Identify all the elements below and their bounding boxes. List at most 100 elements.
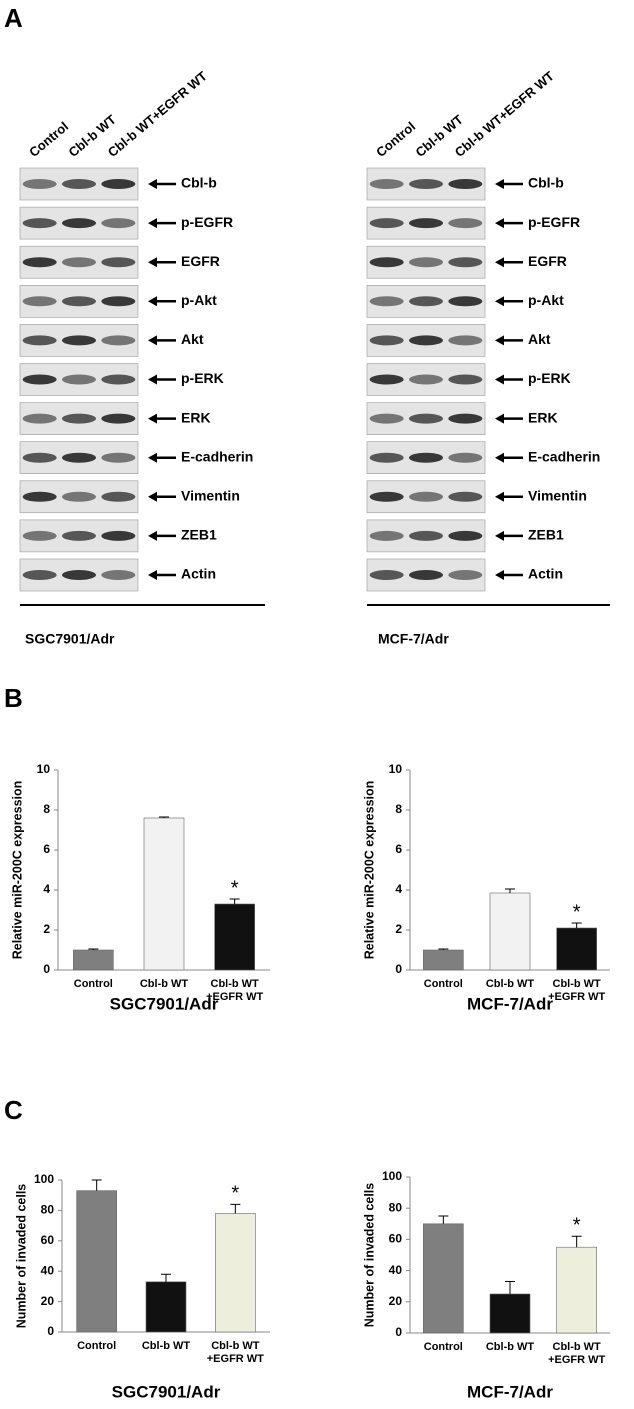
protein-label: ERK xyxy=(528,409,558,425)
y-tick-label: 0 xyxy=(47,1324,54,1338)
blot-band xyxy=(409,452,443,463)
blot-band xyxy=(22,491,57,502)
panel-label: C xyxy=(4,1095,23,1125)
y-tick-label: 20 xyxy=(41,1294,55,1308)
protein-label: p-Akt xyxy=(181,292,217,308)
blot-band xyxy=(62,374,96,385)
bar xyxy=(143,817,185,971)
protein-label: p-ERK xyxy=(528,370,571,386)
y-tick-label: 4 xyxy=(43,882,50,896)
bar xyxy=(423,949,464,971)
y-tick-label: 8 xyxy=(43,802,50,816)
arrow-head xyxy=(148,530,157,541)
significance-mark: * xyxy=(573,901,581,923)
bar xyxy=(556,1246,597,1334)
error-bar xyxy=(230,1203,241,1214)
blot-band xyxy=(448,296,483,307)
protein-label: E-cadherin xyxy=(528,448,600,464)
arrow-head xyxy=(148,570,157,580)
protein-label: ZEB1 xyxy=(181,527,217,543)
blot-band xyxy=(62,570,96,580)
protein-label: p-EGFR xyxy=(181,214,233,230)
blot-band xyxy=(409,179,443,189)
y-tick-label: 2 xyxy=(43,922,50,936)
error-bar xyxy=(438,1215,449,1224)
bar xyxy=(489,1293,531,1334)
bar xyxy=(556,927,597,971)
blot-band xyxy=(22,530,57,541)
blot-band xyxy=(22,570,57,580)
y-tick-label: 6 xyxy=(43,842,50,856)
blot-band xyxy=(101,570,136,580)
error-bar xyxy=(505,888,515,893)
blot-band xyxy=(369,530,404,541)
blot-band xyxy=(62,296,96,307)
blot-band xyxy=(369,570,404,580)
arrow-head xyxy=(148,374,157,385)
error-bar xyxy=(88,948,99,950)
y-tick-label: 20 xyxy=(389,1294,403,1308)
chart-title: SGC7901/Adr xyxy=(110,994,219,1013)
blot-band xyxy=(369,296,404,307)
x-tick-label: Control xyxy=(423,978,463,990)
blot-band xyxy=(101,452,136,463)
x-tick-label: Cbl-b WT xyxy=(485,1341,535,1353)
bar xyxy=(215,1213,256,1333)
lane-label: Cbl-b WT+EGFR WT xyxy=(452,68,557,160)
y-tick-label: 4 xyxy=(395,882,402,896)
y-tick-label: 8 xyxy=(395,802,402,816)
y-tick-label: 80 xyxy=(41,1203,55,1217)
blot-band xyxy=(409,570,443,580)
arrow-head xyxy=(148,179,157,189)
blot-band xyxy=(22,335,57,346)
blot-band xyxy=(62,413,96,424)
x-tick-label: Cbl-b WT +EGFR WT xyxy=(206,978,264,1003)
arrow-head xyxy=(495,413,504,424)
blot-band xyxy=(369,452,404,463)
blot-band xyxy=(101,374,136,385)
blot-band xyxy=(101,491,136,502)
blot-band xyxy=(409,413,443,424)
y-tick-label: 0 xyxy=(395,1325,402,1339)
blot-band xyxy=(409,491,443,502)
blot-band xyxy=(62,491,96,502)
blot-band xyxy=(369,413,404,424)
y-tick-label: 40 xyxy=(41,1263,55,1277)
y-tick-label: 80 xyxy=(389,1200,403,1214)
protein-label: ERK xyxy=(181,409,211,425)
protein-label: EGFR xyxy=(181,253,220,269)
arrow-head xyxy=(495,218,504,229)
protein-label: p-ERK xyxy=(181,370,224,386)
bar xyxy=(73,949,114,971)
chart-title: SGC7901/Adr xyxy=(112,1382,221,1401)
blot-band xyxy=(22,374,57,385)
chart-title: MCF-7/Adr xyxy=(467,1382,553,1401)
significance-mark: * xyxy=(231,1183,239,1205)
bar xyxy=(214,903,255,971)
blot-band xyxy=(369,218,404,229)
error-bar xyxy=(159,816,169,818)
blot-band xyxy=(101,218,136,229)
y-axis-label: Number of invaded cells xyxy=(14,1184,28,1329)
blot-band xyxy=(409,296,443,307)
protein-label: p-Akt xyxy=(528,292,564,308)
x-tick-label: Cbl-b WT xyxy=(485,978,535,990)
cell-line-label: SGC7901/Adr xyxy=(25,631,115,647)
x-tick-label: Cbl-b WT xyxy=(139,978,189,990)
x-tick-label: Control xyxy=(423,1341,463,1353)
y-tick-label: 100 xyxy=(382,1169,402,1183)
y-tick-label: 0 xyxy=(43,962,50,976)
error-bar xyxy=(91,1179,102,1191)
y-tick-label: 6 xyxy=(395,842,402,856)
error-bar xyxy=(505,1281,515,1294)
arrow-head xyxy=(495,491,504,502)
blot-band xyxy=(369,335,404,346)
blot-band xyxy=(448,179,483,189)
arrow-head xyxy=(495,335,504,346)
blot-band xyxy=(22,257,57,268)
y-axis-label: Relative miR-200C expression xyxy=(362,781,376,960)
y-axis-label: Relative miR-200C expression xyxy=(10,781,24,960)
chart-title: MCF-7/Adr xyxy=(467,994,553,1013)
blot-band xyxy=(22,296,57,307)
